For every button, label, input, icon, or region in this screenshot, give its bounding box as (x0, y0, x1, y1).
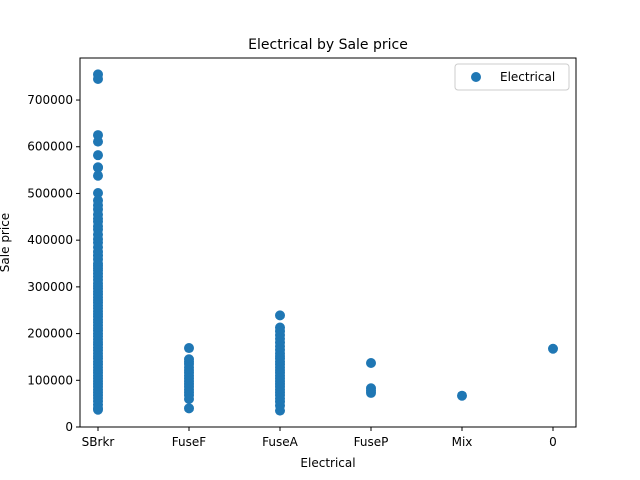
legend-box (454, 63, 570, 91)
data-point (93, 404, 103, 415)
axes-layer: SBrkr FuseF FuseA FuseP Mix 0 0 100000 200000 300… (27, 57, 577, 449)
x-tick-label: FuseF (172, 435, 206, 449)
y-tick-label: 600000 (27, 140, 73, 154)
x-tick-label: 0 (549, 435, 557, 449)
data-point (93, 74, 103, 85)
data-point (93, 170, 103, 181)
data-point (548, 343, 558, 354)
data-point (457, 390, 467, 401)
x-tick-label: FuseP (354, 435, 389, 449)
data-point (275, 405, 285, 416)
x-tick-label: FuseA (262, 435, 298, 449)
data-point (93, 136, 103, 147)
legend-marker (471, 72, 481, 82)
data-point (93, 187, 103, 198)
y-tick-label: 300000 (27, 280, 73, 294)
y-axis-label: Sale price (0, 213, 12, 272)
data-point (93, 150, 103, 161)
y-tick-label: 200000 (27, 327, 73, 341)
x-tick-label: Mix (452, 435, 473, 449)
legend: Electrical (454, 63, 570, 91)
data-point (184, 343, 194, 354)
y-tick-label: 400000 (27, 233, 73, 247)
y-tick-label: 100000 (27, 373, 73, 387)
y-tick-label: 500000 (27, 186, 73, 200)
chart-title: Electrical by Sale price (248, 37, 408, 53)
legend-label: Electrical (500, 70, 555, 84)
data-point (366, 387, 376, 398)
y-tick-label: 700000 (27, 93, 73, 107)
x-tick-label: SBrkr (82, 435, 115, 449)
x-axis-label: Electrical (300, 456, 355, 470)
data-point (275, 310, 285, 321)
data-point (93, 162, 103, 173)
data-point (366, 358, 376, 369)
data-point (184, 393, 194, 404)
y-tick-label: 0 (65, 420, 73, 434)
data-point (184, 403, 194, 414)
points-layer (93, 69, 558, 416)
plot-frame (79, 57, 577, 428)
